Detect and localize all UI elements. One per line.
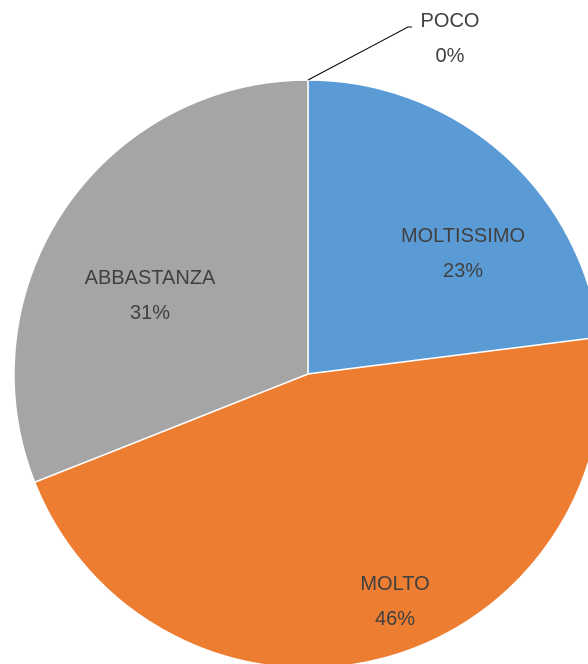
category-label: POCO — [421, 10, 480, 32]
value-label: 23% — [443, 260, 483, 282]
pie-slice — [33, 337, 588, 664]
data-label: POCO 0% — [421, 10, 480, 67]
pie-slice — [13, 79, 309, 484]
data-label: MOLTISSIMO 23% — [401, 225, 525, 282]
category-label: MOLTO — [360, 573, 429, 595]
leader-line — [307, 26, 412, 81]
category-label: MOLTISSIMO — [401, 225, 525, 247]
category-label: ABBASTANZA — [85, 267, 216, 289]
pie-slice — [307, 79, 588, 375]
value-label: 46% — [375, 608, 415, 630]
value-label: 31% — [130, 302, 170, 324]
value-label: 0% — [436, 45, 465, 67]
data-label: ABBASTANZA 31% — [85, 267, 216, 324]
data-label: MOLTO 46% — [360, 573, 429, 630]
